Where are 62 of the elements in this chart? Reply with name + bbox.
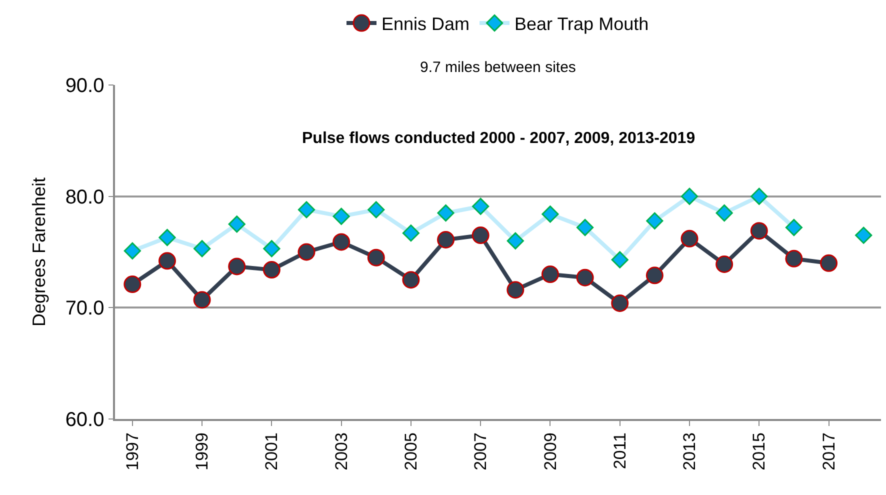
point [158, 252, 176, 270]
point [437, 204, 454, 222]
point [262, 261, 280, 279]
point [158, 228, 176, 246]
point [194, 240, 211, 258]
legend-label: Bear Trap Mouth [514, 14, 649, 34]
point [332, 208, 350, 225]
point [402, 271, 420, 289]
point [611, 251, 628, 268]
point [437, 231, 455, 248]
point [646, 212, 664, 230]
point [228, 216, 246, 233]
x-tick-label: 2013 [680, 432, 700, 470]
point [193, 291, 211, 309]
point [298, 201, 316, 218]
x-tick-label: 2003 [332, 432, 351, 470]
point [506, 281, 524, 299]
y-tick-label: 80.0 [65, 186, 104, 208]
y-axis-title: Degrees Farenheit [29, 177, 50, 327]
point [124, 276, 142, 294]
legend-label: Ennis Dam [382, 14, 470, 34]
point [228, 258, 246, 276]
y-tick-label: 90.0 [65, 75, 104, 97]
x-tick-label: 1999 [192, 432, 212, 470]
point [611, 294, 629, 312]
chart-subtitle: 9.7 miles between sites [420, 59, 576, 76]
point [716, 256, 734, 273]
point [855, 226, 872, 244]
point [785, 218, 802, 236]
point [263, 240, 280, 258]
point [716, 204, 733, 222]
point [785, 250, 803, 268]
point [750, 222, 768, 240]
point [750, 188, 768, 205]
x-tick-label: 2011 [610, 432, 630, 470]
point [332, 233, 350, 251]
x-tick-label: 1997 [122, 432, 142, 470]
point [646, 266, 664, 284]
x-tick-label: 2001 [262, 432, 282, 470]
point [472, 198, 490, 215]
point [124, 242, 141, 260]
x-tick-label: 2015 [750, 432, 769, 470]
point [680, 230, 698, 248]
point [542, 206, 559, 223]
x-tick-label: 2007 [471, 432, 490, 470]
x-tick-label: 2005 [401, 432, 420, 470]
point [367, 248, 385, 266]
point [576, 268, 594, 286]
point [820, 254, 838, 272]
y-tick-label: 60.0 [65, 409, 104, 431]
point [576, 218, 594, 236]
point [541, 266, 559, 284]
x-tick-label: 2017 [819, 432, 838, 470]
point [506, 232, 524, 250]
point [680, 188, 698, 205]
y-tick-label: 70.0 [65, 298, 104, 320]
point [402, 224, 420, 242]
x-tick-label: 2009 [540, 432, 560, 470]
annotation: Pulse flows conducted 2000 - 2007, 2009, 2013-2019 [302, 130, 696, 147]
point [368, 201, 385, 218]
point [298, 243, 316, 261]
point [472, 226, 490, 244]
